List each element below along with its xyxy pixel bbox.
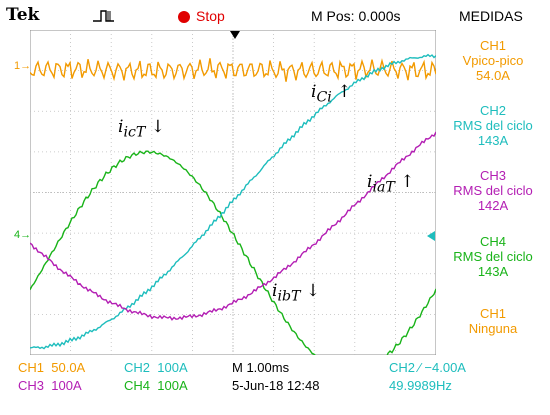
measurement-1-channel: CH1: [479, 38, 506, 53]
measurement-3-name: RMS del ciclo: [453, 183, 533, 198]
ch1-ground-marker[interactable]: 1→: [14, 60, 32, 72]
brand-logo: Tek: [6, 5, 40, 25]
trigger-readout[interactable]: CH2 ∕ −4.00A: [389, 360, 466, 375]
ch4-ground-marker[interactable]: 4→: [14, 229, 32, 241]
measurement-2-name: RMS del ciclo: [453, 118, 533, 133]
measurement-5-name: Ninguna: [468, 321, 518, 336]
measurement-5-channel: CH1: [479, 306, 506, 321]
measurement-3[interactable]: CH3 RMS del ciclo 142A: [436, 168, 550, 213]
horizontal-position: M Pos: 0.000s: [311, 8, 401, 24]
annotation-ibt: iibT ↓: [272, 281, 321, 305]
annotation-ici: iCi ↑: [311, 82, 352, 106]
annotation-iat: iiaT ↑: [367, 172, 415, 196]
measurement-4-channel: CH4: [479, 234, 506, 249]
ch3-trace: [30, 131, 436, 321]
ch1-scale-readout[interactable]: CH1 50.0A: [18, 360, 86, 375]
ch4-scale-readout[interactable]: CH4 100A: [124, 378, 188, 393]
ch1-trace: [30, 58, 436, 82]
measurement-4[interactable]: CH4 RMS del ciclo 143A: [436, 234, 550, 279]
timebase-readout[interactable]: M 1.00ms: [232, 360, 290, 375]
top-bar: Tek Stop M Pos: 0.000s MEDIDAS: [0, 0, 550, 30]
trigger-level-marker-icon: [427, 231, 435, 241]
ch2-scale-readout[interactable]: CH2 100A: [124, 360, 188, 375]
measurement-2[interactable]: CH2 RMS del ciclo 143A: [436, 103, 550, 148]
measurement-1[interactable]: CH1 Vpico-pico 54.0A: [436, 38, 550, 83]
ch4-trace: [30, 150, 436, 355]
date-time-readout: 5-Jun-18 12:48: [232, 378, 320, 393]
measurement-2-value: 143A: [477, 133, 509, 148]
measurement-4-value: 143A: [477, 264, 509, 279]
measurement-3-value: 142A: [477, 198, 509, 213]
ch3-scale-readout[interactable]: CH3 100A: [18, 378, 82, 393]
acquisition-status[interactable]: Stop: [196, 8, 225, 24]
measurement-2-channel: CH2: [479, 103, 506, 118]
measurement-1-value: 54.0A: [476, 68, 510, 83]
waveform-traces: [30, 53, 436, 355]
measurement-1-name: Vpico-pico: [462, 53, 524, 68]
measurement-5[interactable]: CH1 Ninguna: [436, 306, 550, 336]
trigger-pulse-icon: [93, 10, 114, 22]
measurement-4-name: RMS del ciclo: [453, 249, 533, 264]
annotation-ict: iicT ↓: [118, 117, 165, 141]
measurements-panel-title[interactable]: MEDIDAS: [459, 8, 523, 24]
stop-indicator-icon[interactable]: [178, 11, 190, 23]
waveform-graticule: [30, 30, 436, 355]
measurement-3-channel: CH3: [479, 168, 506, 183]
ch2-trace: [30, 53, 436, 350]
trigger-position-marker-icon: [230, 31, 240, 39]
trigger-frequency-readout: 49.9989Hz: [389, 378, 452, 393]
